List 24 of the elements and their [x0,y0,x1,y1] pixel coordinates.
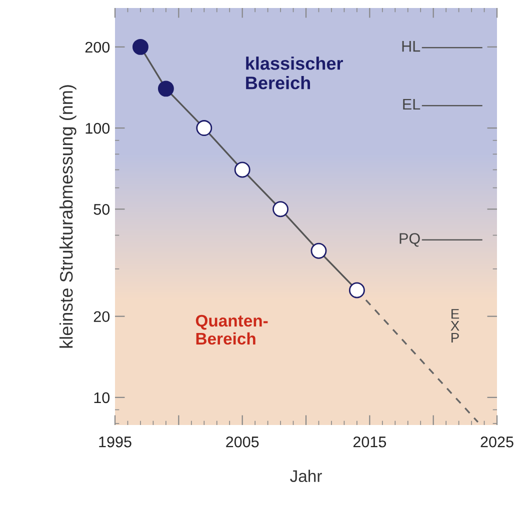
point [196,120,212,136]
point [272,201,289,218]
y-axis-title: kleinste Strukturabmessung (nm) [59,85,76,348]
y-tick-label: 10 [94,392,110,404]
point [234,162,250,178]
x-tick-label: 2015 [353,436,386,448]
x-tick-label: 2025 [480,436,514,448]
point [310,242,327,259]
point [132,38,148,55]
y-tick-label: 200 [85,42,110,53]
x-tick-label: 1995 [99,436,132,448]
y-tick-label: 20 [94,311,110,322]
point [158,80,174,97]
annotation: E X P [450,309,460,343]
x-tick-label: 2005 [226,436,259,448]
annotation: klassischer Bereich [246,56,343,90]
annotation: EL [403,99,420,110]
y-tick-label: 50 [94,204,110,215]
annotation: PQ [400,233,420,247]
x-axis-title: Jahr [290,470,322,482]
point [348,282,365,298]
y-tick-label: 100 [86,122,110,134]
annotation: HL [402,41,420,52]
annotation: Quanten- Bereich [196,314,268,345]
